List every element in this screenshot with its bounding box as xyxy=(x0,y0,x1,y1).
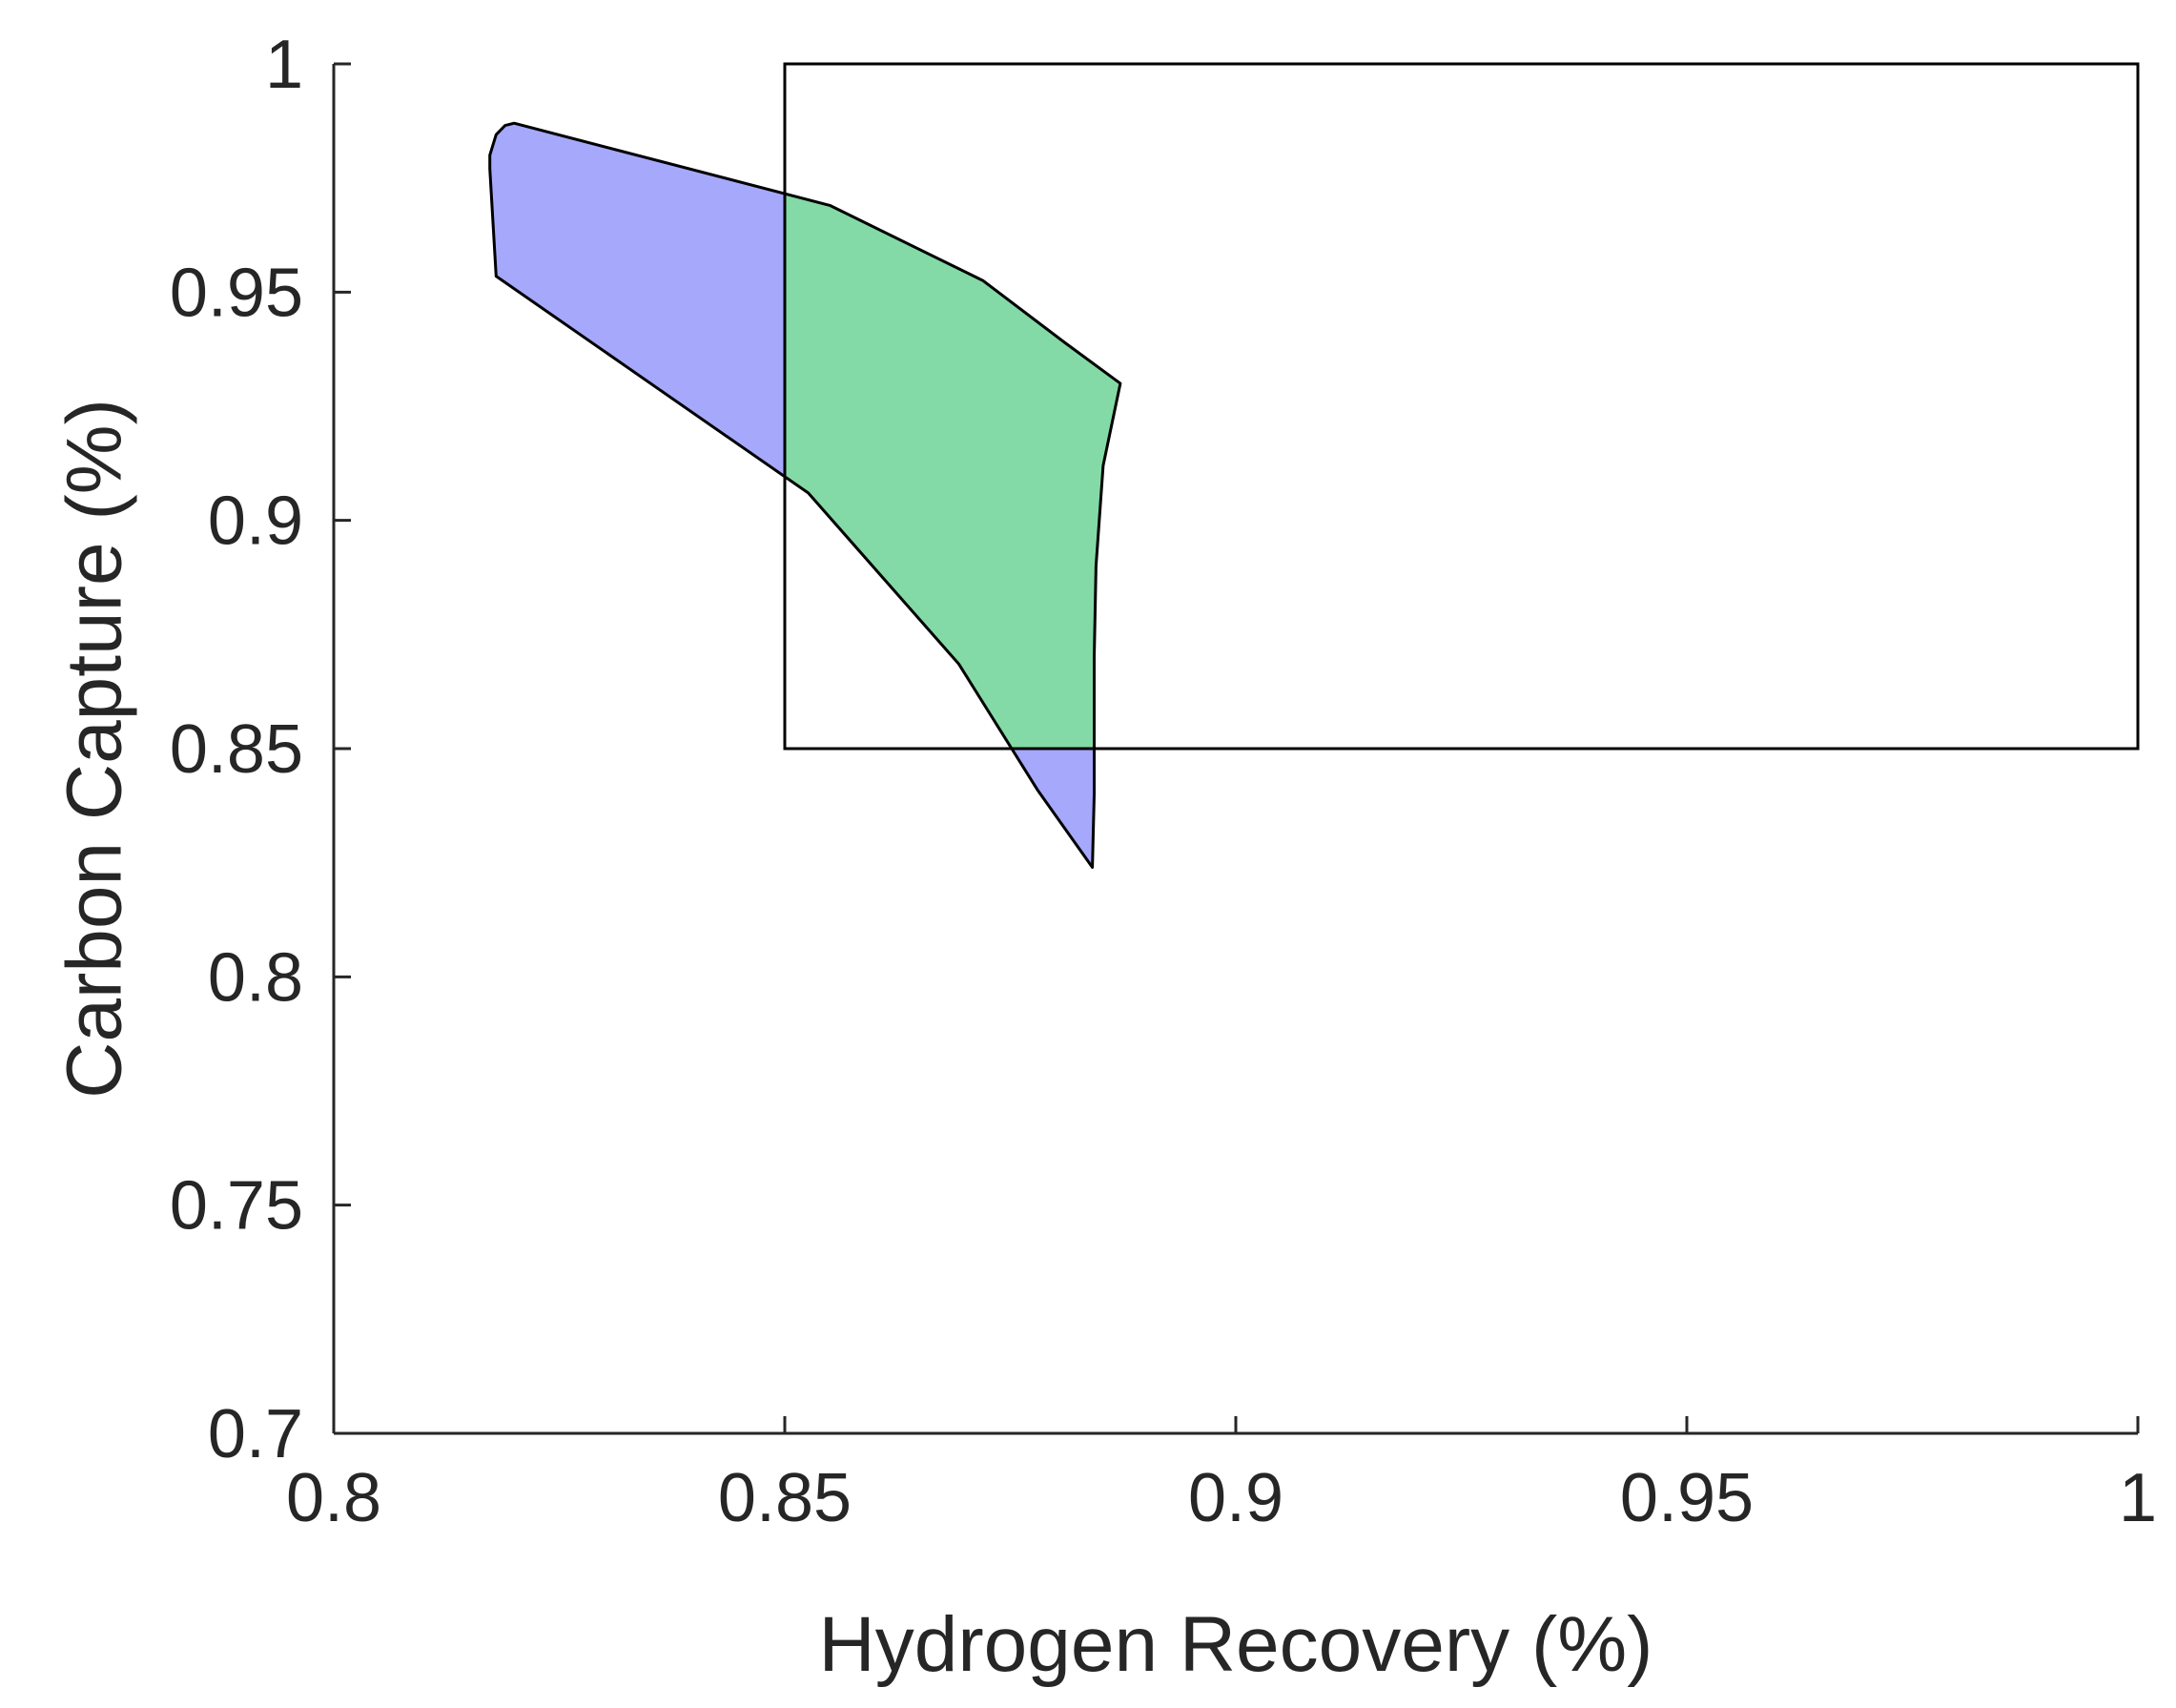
axes: 0.8 0.85 0.9 0.95 1 0.7 0.75 0.8 0.85 0.9 0.95 1 xyxy=(170,27,2157,1536)
x-tick-label: 0.95 xyxy=(1620,1460,1754,1536)
x-axis-label: Hydrogen Recovery (%) xyxy=(819,1601,1653,1688)
y-tick-label: 0.7 xyxy=(208,1396,303,1472)
feasible-region-inside-target xyxy=(785,194,1120,749)
target-region-box xyxy=(783,62,2140,751)
y-axis-ticks: 0.7 0.75 0.8 0.85 0.9 0.95 1 xyxy=(170,27,351,1472)
y-tick-label: 1 xyxy=(265,27,303,103)
x-tick-label: 0.9 xyxy=(1188,1460,1283,1536)
y-tick-label: 0.75 xyxy=(170,1168,303,1245)
x-tick-label: 0.8 xyxy=(286,1460,381,1536)
feasible-region-outline xyxy=(488,121,1122,869)
y-tick-label: 0.9 xyxy=(208,484,303,560)
y-tick-label: 0.95 xyxy=(170,255,303,331)
feasible-region xyxy=(488,121,1122,869)
y-axis-label: Carbon Capture (%) xyxy=(51,399,138,1099)
x-tick-label: 1 xyxy=(2119,1460,2157,1536)
x-tick-label: 0.85 xyxy=(718,1460,852,1536)
x-axis-ticks: 0.8 0.85 0.9 0.95 1 xyxy=(286,1416,2157,1536)
y-tick-label: 0.85 xyxy=(170,711,303,788)
y-tick-label: 0.8 xyxy=(208,939,303,1016)
